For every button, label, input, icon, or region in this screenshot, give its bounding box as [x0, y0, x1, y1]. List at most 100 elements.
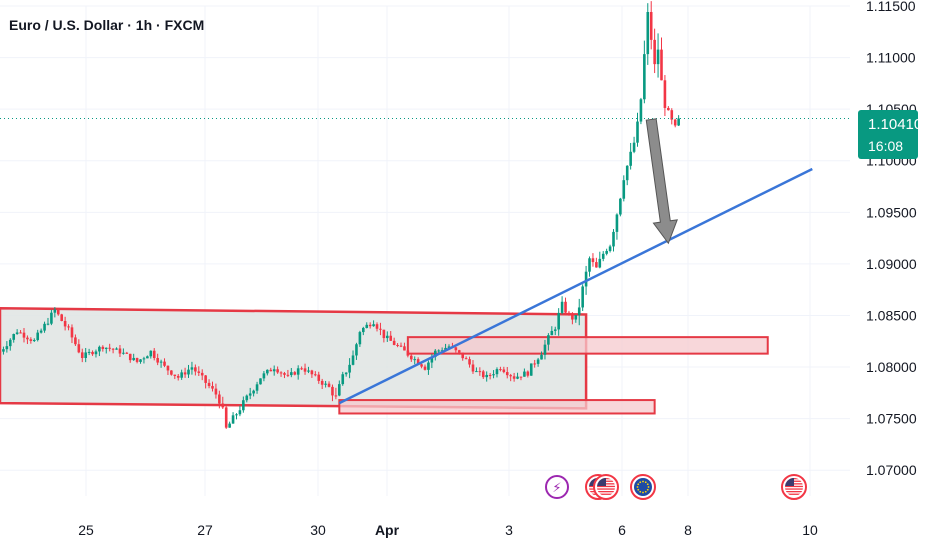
candle-body	[8, 339, 12, 347]
candle-body	[0, 351, 2, 353]
grid-lines	[0, 5, 850, 496]
eu-star	[637, 483, 640, 486]
candle-body	[67, 326, 70, 328]
candle-body	[262, 373, 266, 379]
candle-body	[115, 348, 118, 350]
candle-body	[139, 359, 142, 362]
candle-body	[584, 271, 588, 287]
candle-body	[382, 329, 386, 339]
candle-body	[327, 383, 331, 387]
time-tick-label: 25	[78, 522, 94, 538]
candle-body	[307, 370, 310, 372]
eu-star	[637, 488, 640, 491]
time-axis: 25 27 30 Apr 3 6 8 10	[78, 522, 818, 538]
candle-body	[475, 371, 478, 373]
candle-body	[348, 364, 351, 373]
eu-star	[639, 490, 642, 493]
candle-body	[547, 335, 550, 345]
flag-stripe	[597, 491, 615, 493]
candle-body	[135, 357, 139, 362]
candle-body	[368, 324, 372, 327]
price-tick-label: 1.07000	[866, 462, 917, 478]
us-flag-event-icon	[781, 474, 807, 500]
candle-body	[385, 335, 389, 339]
candle-body	[351, 355, 355, 365]
candle-body	[111, 348, 115, 350]
candle-body	[488, 374, 492, 376]
candle-body	[509, 375, 512, 377]
candle-body	[310, 370, 314, 375]
candle-body	[53, 309, 57, 313]
candle-body	[279, 372, 283, 374]
candle-body	[468, 359, 471, 365]
candle-body	[5, 346, 9, 350]
candle-body	[108, 347, 111, 349]
candle-body	[317, 374, 321, 381]
candle-body	[183, 372, 187, 375]
candle-body	[98, 346, 101, 352]
candle-body	[259, 378, 262, 385]
candle-body	[416, 359, 420, 365]
time-tick-label: 3	[505, 522, 513, 538]
candle-body	[221, 403, 225, 408]
candle-body	[156, 358, 159, 363]
candle-body	[481, 371, 485, 378]
candle-body	[324, 383, 327, 385]
flag-stripe	[785, 493, 803, 495]
candle-body	[622, 180, 626, 199]
candle-body	[571, 313, 574, 320]
candle-body	[128, 353, 132, 361]
symbol-title[interactable]: Euro / U.S. Dollar · 1h · FXCM	[9, 17, 205, 33]
candle-body	[50, 312, 53, 324]
candle-body	[358, 332, 362, 345]
candle-body	[200, 372, 204, 376]
last-price-value: 1.10410	[868, 116, 923, 133]
flag-stripe	[785, 488, 803, 490]
candle-body	[471, 364, 475, 372]
candle-body	[526, 371, 530, 376]
candle-body	[94, 351, 98, 355]
candle-body	[653, 39, 656, 65]
candle-body	[560, 301, 564, 313]
candle-body	[190, 367, 194, 370]
candle-body	[118, 348, 122, 354]
eu-star	[639, 481, 642, 484]
price-tick-label: 1.08000	[866, 359, 917, 375]
candle-body	[166, 365, 170, 371]
flag-stripe	[597, 493, 615, 495]
time-tick-label: 27	[197, 522, 213, 538]
candle-body	[464, 358, 468, 360]
candle-body	[427, 362, 430, 370]
candle-body	[32, 340, 36, 342]
candle-body	[670, 110, 674, 120]
candle-body	[63, 320, 67, 327]
candle-body	[533, 363, 536, 365]
candle-body	[331, 386, 334, 396]
economic-events-row: ⚡	[545, 474, 807, 500]
candle-body	[276, 369, 279, 373]
candle-body	[204, 375, 207, 383]
candle-body	[523, 371, 526, 377]
candle-body	[430, 357, 434, 363]
candle-body	[173, 374, 177, 376]
candle-body	[389, 335, 393, 341]
candle-body	[2, 349, 5, 352]
candle-body	[163, 361, 166, 366]
candle-body	[529, 363, 533, 376]
candle-body	[74, 337, 77, 345]
candle-body	[646, 11, 650, 55]
candle-body	[70, 327, 74, 338]
candle-body	[146, 356, 149, 359]
candle-body	[595, 262, 598, 268]
candle-body	[170, 370, 173, 375]
candle-body	[293, 372, 297, 375]
candle-body	[84, 352, 87, 359]
candle-body	[187, 369, 190, 375]
candle-body	[581, 286, 584, 308]
candle-body	[643, 54, 646, 100]
candle-body	[194, 367, 197, 372]
price-tick-label: 1.09000	[866, 256, 917, 272]
candle-body	[457, 350, 461, 353]
candle-body	[211, 386, 214, 389]
